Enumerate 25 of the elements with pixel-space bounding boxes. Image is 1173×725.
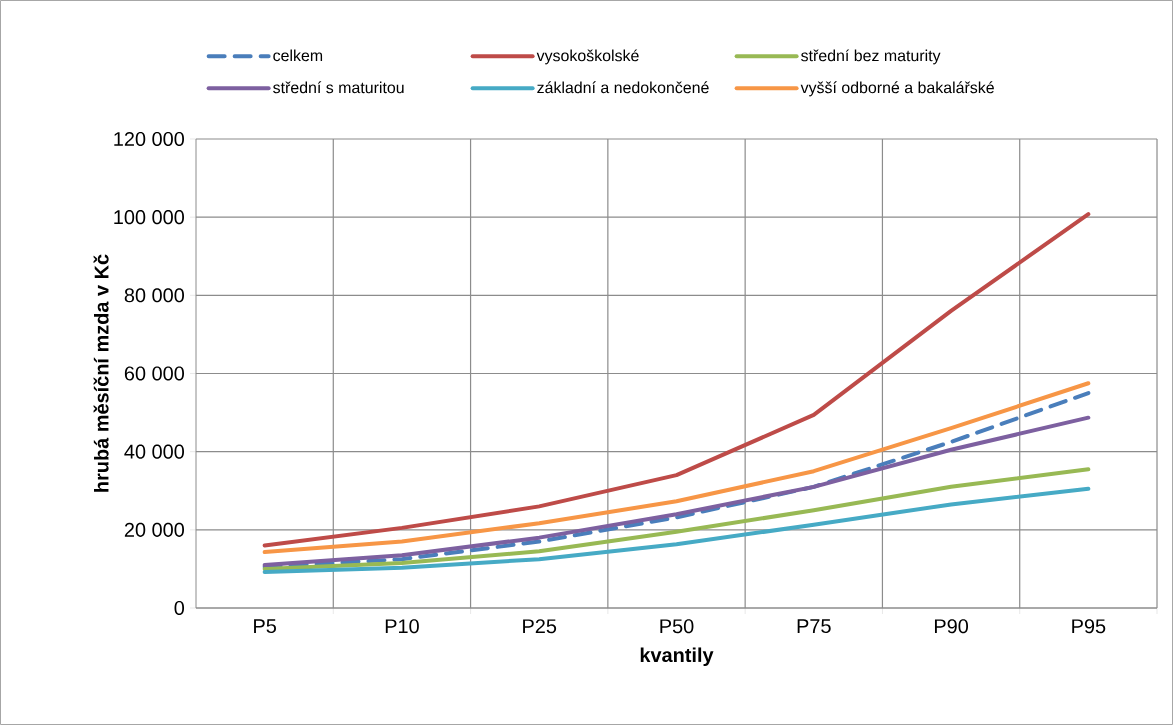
x-tick-label: P5	[254, 619, 276, 634]
y-tick-label: 60 000	[124, 366, 185, 381]
x-axis-title: kvantily	[640, 647, 714, 667]
x-tick-label: P25	[523, 619, 557, 634]
legend-label: základní a nedokončené	[537, 81, 709, 94]
y-tick-label: 80 000	[124, 288, 185, 303]
x-tick-label: P10	[385, 619, 419, 634]
y-tick-label: 100 000	[114, 210, 184, 225]
x-tick-label: P95	[1072, 619, 1106, 634]
x-tick-label: P50	[660, 619, 694, 634]
y-tick-label: 20 000	[124, 522, 185, 537]
legend-label: vysokoškolské	[536, 49, 639, 65]
legend-label: střední bez maturity	[801, 49, 941, 65]
x-tick-label: P90	[934, 619, 969, 634]
y-tick-label: 40 000	[124, 444, 185, 459]
line-series	[262, 212, 1091, 548]
line-series	[262, 486, 1091, 575]
y-axis-title: hrubá měsíční mzda v Kč	[93, 254, 109, 492]
legend-label: vyšší odborné a bakalářské	[800, 81, 994, 97]
y-tick-label: 0	[174, 600, 185, 616]
legend-label: střední s maturitou	[273, 81, 404, 94]
x-tick-label: P75	[797, 619, 831, 634]
legend-label: celkem	[273, 49, 323, 62]
line-series	[262, 467, 1091, 571]
y-tick-label: 120 000	[114, 131, 184, 147]
